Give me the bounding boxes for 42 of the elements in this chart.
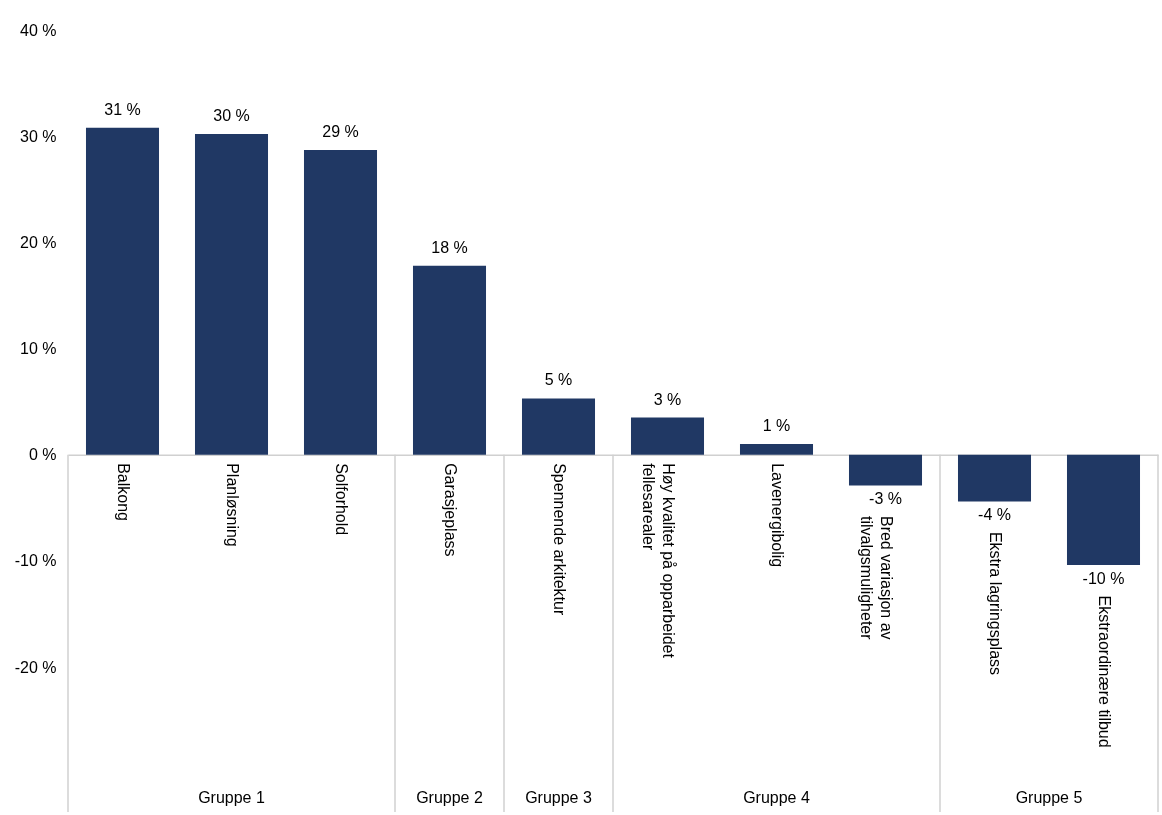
x-tick-label: Ekstra lagringsplass [986, 531, 1004, 676]
y-tick-label: 30 % [20, 127, 57, 145]
y-tick-label: 10 % [20, 340, 57, 357]
data-label: 5 % [544, 371, 573, 389]
x-tick-label: Garasjeplass [441, 463, 459, 557]
bar [957, 454, 1032, 502]
x-tick-label: Spennende arkitektur [550, 463, 568, 616]
x-tick-label: Lavenergibolig [768, 463, 786, 568]
text: Gruppe 1 [198, 789, 265, 806]
x-tick-label: Planløsning [223, 463, 241, 547]
y-tick-label: -20 % [14, 658, 57, 676]
y-tick-label: -10 % [14, 552, 57, 570]
x-tick-label: Bred variasjon av tilvalgsmuligheter [857, 515, 895, 641]
bar [194, 134, 269, 455]
text: Gruppe 2 [416, 789, 483, 806]
x-tick-label: Høy kvalitet på opparbeidet fellesarealer [639, 463, 677, 659]
text: Gruppe 4 [743, 789, 810, 806]
bar [521, 398, 596, 455]
bar [412, 265, 487, 455]
text: Gruppe 5 [1015, 789, 1083, 806]
data-label: 3 % [653, 390, 682, 408]
bar [1066, 454, 1141, 566]
data-label: -3 % [869, 490, 902, 508]
data-label: 30 % [213, 107, 250, 125]
data-label: -4 % [978, 506, 1011, 524]
text: Gruppe 3 [525, 789, 592, 806]
y-tick-label: 40 % [20, 21, 57, 39]
data-label: -10 % [1082, 570, 1125, 588]
y-tick-label: 0 % [28, 446, 57, 464]
bar [848, 454, 923, 486]
bar [303, 149, 378, 455]
bar [739, 444, 814, 455]
x-tick-label: Ekstraordinære tilbud [1095, 595, 1113, 748]
data-label: 18 % [431, 238, 468, 256]
y-tick-label: 20 % [20, 233, 57, 251]
x-tick-label: Solforhold [332, 463, 350, 536]
bar [85, 127, 160, 455]
data-label: 31 % [104, 100, 141, 118]
data-label: 1 % [762, 417, 791, 435]
bar [630, 417, 705, 455]
x-tick-label: Balkong [114, 463, 132, 521]
data-label: 29 % [322, 122, 359, 140]
